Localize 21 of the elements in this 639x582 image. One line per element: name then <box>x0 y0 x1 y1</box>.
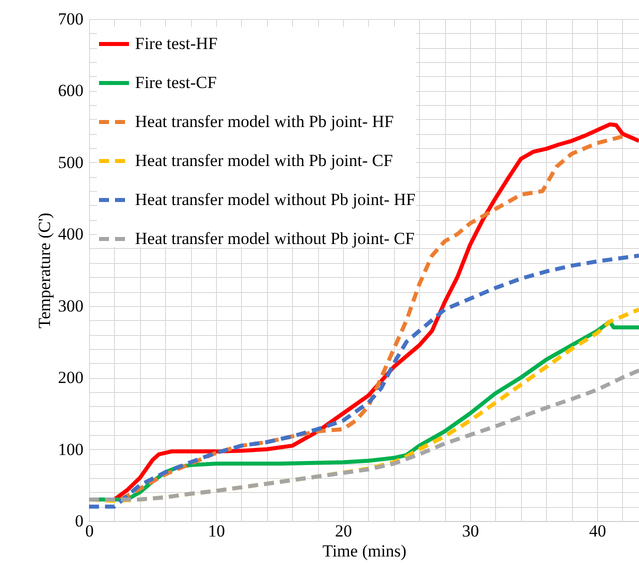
legend-label: Fire test-HF <box>135 34 218 53</box>
y-tick-label: 100 <box>58 440 84 459</box>
legend-label: Heat transfer model without Pb joint- CF <box>135 229 415 248</box>
x-tick-label: 40 <box>589 522 606 540</box>
y-tick-label: 400 <box>58 224 84 244</box>
x-tick-label: 30 <box>462 522 480 540</box>
y-axis-title: Temperature (C') <box>35 212 54 328</box>
x-tick-label: 20 <box>335 522 352 540</box>
legend-label: Heat transfer model without Pb joint- HF <box>135 190 416 209</box>
y-tick-label: 500 <box>58 152 84 172</box>
x-tick-label: 10 <box>208 522 226 540</box>
y-tick-label: 700 <box>58 10 84 28</box>
y-tick-label: 300 <box>58 296 84 316</box>
x-axis-title: Time (mins) <box>322 542 406 560</box>
legend-label: Fire test-CF <box>135 73 217 92</box>
line-series <box>87 254 639 509</box>
y-tick-label: 200 <box>58 368 84 388</box>
legend-label: Heat transfer model with Pb joint- CF <box>135 151 393 170</box>
y-tick-label: 600 <box>58 81 84 100</box>
legend-label: Heat transfer model with Pb joint- HF <box>135 112 394 131</box>
line-series <box>87 368 639 502</box>
